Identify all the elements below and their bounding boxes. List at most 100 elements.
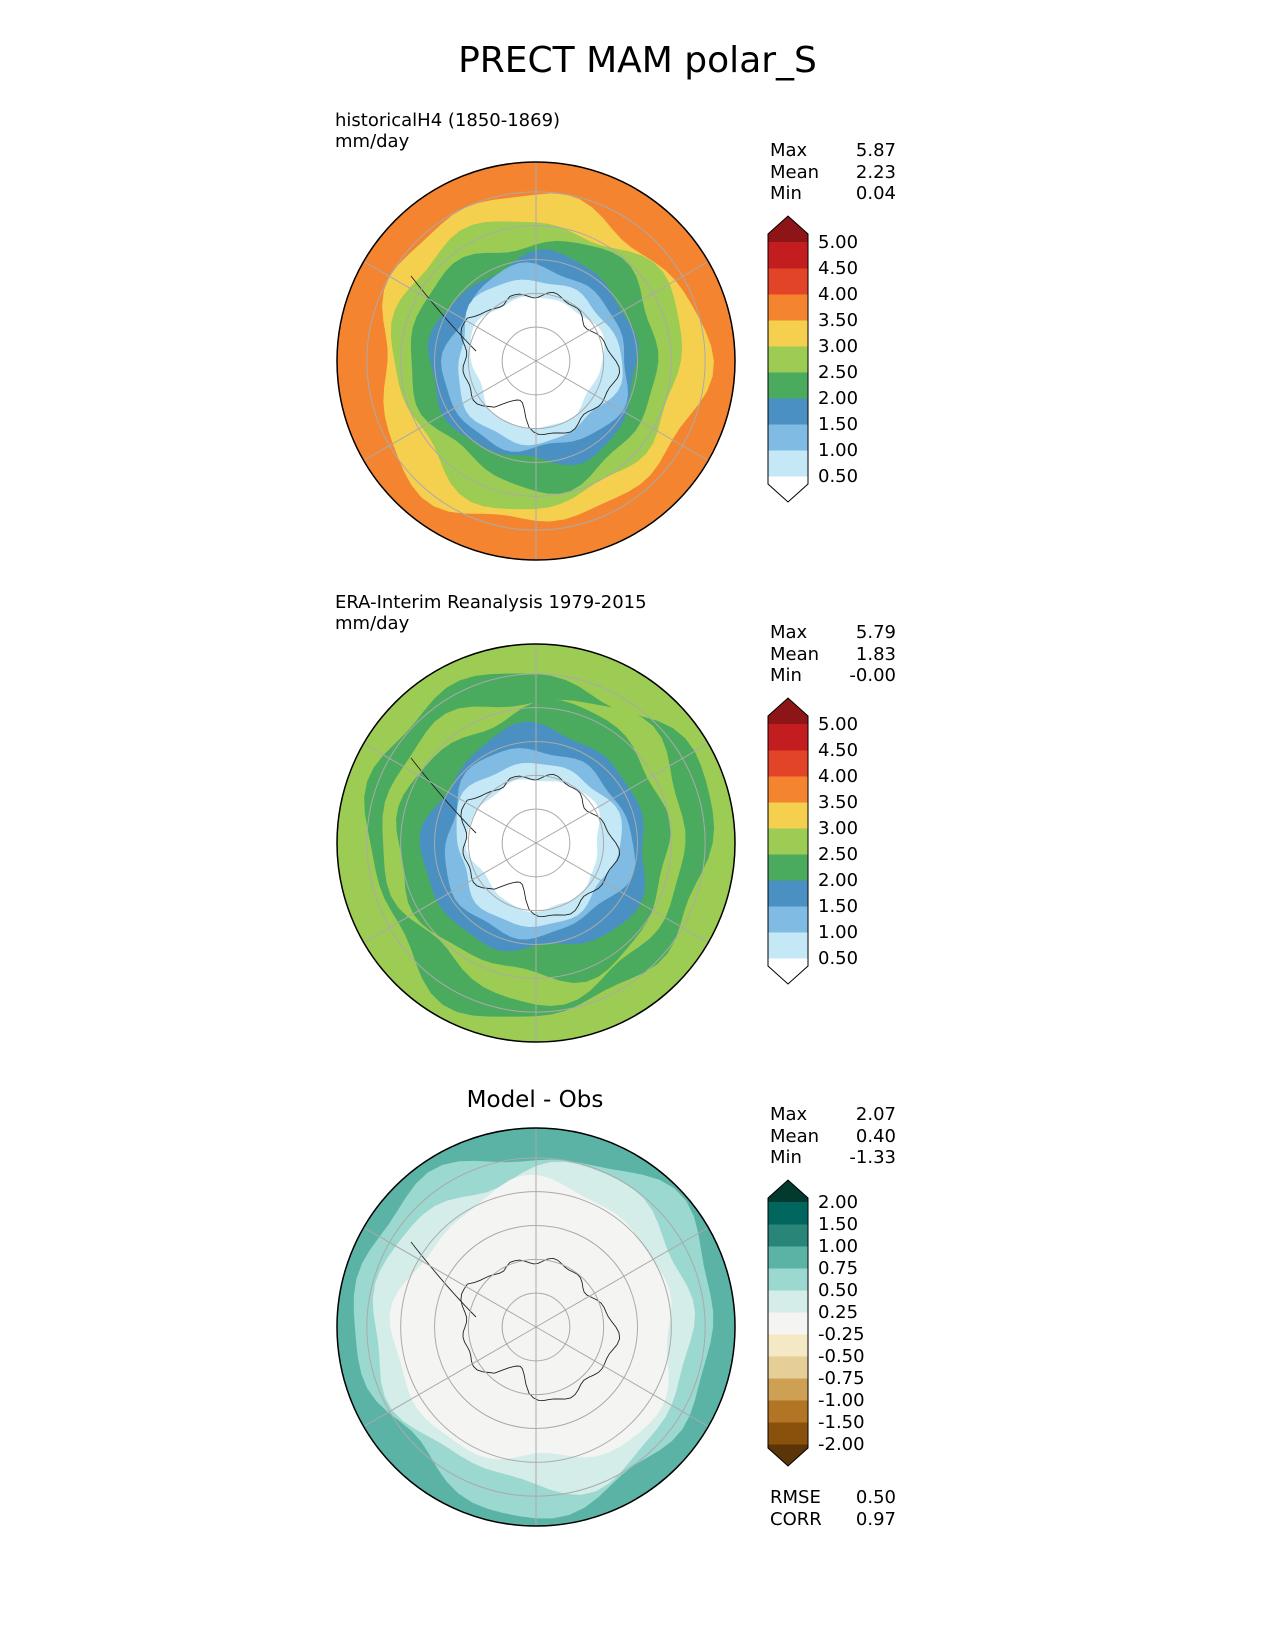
map-svg-diff [336,1127,736,1527]
stats-obs: Max 5.79 Mean 1.83 Min -0.00 [770,622,896,687]
antarctica-coastline [460,1257,621,1402]
colorbar-segment [768,1224,808,1247]
map-svg-obs [336,643,736,1043]
meridian-gridline [363,377,507,461]
meridian-gridline [363,1343,507,1427]
colorbar-outline [767,215,809,503]
colorbar-tick-label: 0.50 [818,1280,858,1301]
meridian-gridline [363,1227,507,1311]
colorbar-segment [768,1180,808,1202]
colorbar-tick-label: 2.00 [818,870,858,891]
colorbar-tick-label: 3.50 [818,310,858,331]
colorbar-tick-label: -0.50 [818,1346,865,1367]
colorbar-segment [768,958,808,984]
meridian-gridline [506,1326,537,1345]
colorbar-tick-label: -2.00 [818,1434,865,1455]
colorbar-tick-label: -0.75 [818,1368,865,1389]
panel-model-title-line1: historicalH4 (1850-1869) [335,110,561,131]
colorbar-tick-label: 1.00 [818,440,858,461]
colorbar-tick-label: 2.00 [818,1192,858,1213]
stat-mean: Mean 1.83 [770,643,896,665]
colorbar-segment [768,750,808,777]
colorbar-segment [768,776,808,803]
colorbar-obs: 0.50 1.00 1.50 2.00 2.50 3.00 3.50 4.00 4.50 5.00 [767,697,878,992]
colorbar-segment [768,932,808,959]
colorbar-segment [768,880,808,907]
meridian-gridline [535,360,566,379]
map-boundary [336,1127,736,1527]
stat-min: Min 0.04 [770,183,896,204]
meridian-gridline [535,1326,566,1345]
colorbar-tick-label: 2.50 [818,362,858,383]
metric-corr: CORR 0.97 [770,1508,896,1530]
colorbar-tick-label: 4.00 [818,284,858,305]
colorbar-segment [768,906,808,933]
colorbar-segment [768,294,808,321]
colorbar-segment [768,1444,808,1466]
panel-obs-title-line1: ERA-Interim Reanalysis 1979-2015 [335,592,647,613]
colorbar-segment [768,1268,808,1291]
meridian-gridline [535,1309,566,1328]
stat-min: Min -1.33 [770,1147,896,1168]
meridian-gridline [363,743,507,827]
colorbar-segment [768,216,808,242]
meridian-gridline [565,261,709,345]
stats-model: Max 5.87 Mean 2.23 Min 0.04 [770,140,896,205]
map-boundary [336,161,736,561]
colorbar-tick-label: 1.50 [818,896,858,917]
colorbar-tick-label: 4.50 [818,740,858,761]
colorbar-segment [768,1400,808,1423]
colorbar-segment [768,802,808,829]
meridian-gridline [363,859,507,943]
colorbar-tick-label: 0.75 [818,1258,858,1279]
colorbar-segment [768,372,808,399]
colorbar-segment [768,242,808,269]
colorbar-tick-label: 3.00 [818,336,858,357]
meridian-gridline [506,1309,537,1328]
stat-max: Max 2.07 [770,1104,896,1125]
colorbar-segment [768,320,808,347]
meridian-gridline [565,377,709,461]
colorbar-tick-label: 2.00 [818,388,858,409]
stat-min: Min -0.00 [770,665,896,686]
meridian-gridline [565,1343,709,1427]
colorbar-segment [768,1378,808,1401]
colorbar-outline [767,697,809,985]
contour-band [389,1174,672,1460]
colorbar-tick-label: -1.00 [818,1390,865,1411]
colorbar-tick-label: 0.50 [818,466,858,487]
colorbar-segment [768,450,808,477]
colorbar-tick-label: -1.50 [818,1412,865,1433]
panel-diff-title: Model - Obs [466,1087,604,1113]
map-boundary [336,643,736,1043]
stats-diff: Max 2.07 Mean 0.40 Min -1.33 [770,1104,896,1169]
colorbar-tick-label: 2.50 [818,844,858,865]
colorbar-tick-label: 1.00 [818,922,858,943]
metric-rmse: RMSE 0.50 [770,1487,896,1508]
panel-model-title: historicalH4 (1850-1869) mm/day [335,110,560,152]
colorbar-segment [768,1356,808,1379]
panel-obs-units: mm/day [335,613,410,634]
colorbar-tick-label: 5.00 [818,714,858,735]
colorbar-segment [768,476,808,502]
meridian-gridline [506,360,537,379]
polar-map-model [335,160,737,566]
stat-max: Max 5.79 [770,622,896,643]
colorbar-tick-label: 3.50 [818,792,858,813]
meridian-gridline [535,825,566,844]
colorbar-segment [768,398,808,425]
colorbar-segment [768,724,808,751]
stat-max: Max 5.87 [770,140,896,161]
colorbar-segment [768,1422,808,1445]
colorbar-model: 0.50 1.00 1.50 2.00 2.50 3.00 3.50 4.00 4.50 5.00 [767,215,878,510]
colorbar-segment [768,424,808,451]
map-svg-model [336,161,736,561]
meridian-gridline [535,842,566,861]
colorbar-segment [768,346,808,373]
colorbar-tick-label: -0.25 [818,1324,865,1345]
stat-mean: Mean 2.23 [770,161,896,183]
meridian-gridline [363,261,507,345]
colorbar-segment [768,1290,808,1313]
colorbar-segment [768,1202,808,1225]
colorbar-segment [768,268,808,295]
